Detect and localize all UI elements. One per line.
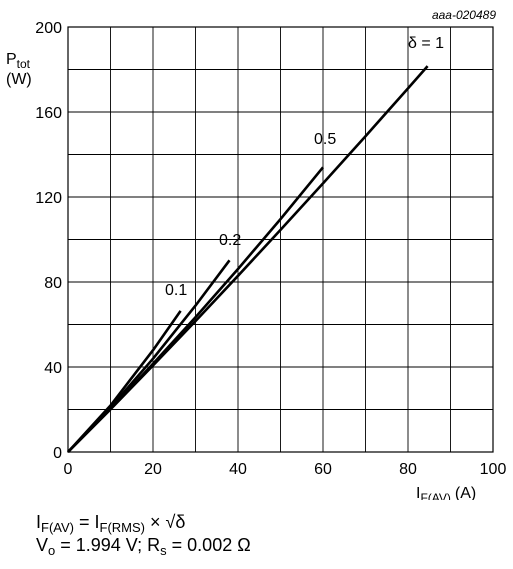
series-label-0-5: 0.5 bbox=[314, 131, 336, 148]
y-tick-label: 160 bbox=[35, 105, 62, 122]
x-tick-label: 100 bbox=[480, 461, 507, 478]
y-tick-label: 80 bbox=[44, 275, 62, 292]
y-axis-label-sub: tot bbox=[17, 57, 31, 71]
y-tick-labels: 0 40 80 120 160 200 bbox=[35, 20, 62, 462]
y-tick-label: 0 bbox=[53, 445, 62, 462]
y-axis-label-main: P bbox=[6, 51, 17, 68]
plot-frame bbox=[67, 26, 494, 453]
x-tick-labels: 0 20 40 60 80 100 bbox=[64, 461, 507, 478]
x-tick-label: 80 bbox=[399, 461, 417, 478]
power-dissipation-chart: 0 20 40 60 80 100 0 40 80 120 160 200 aaa-020489 P… bbox=[6, 8, 507, 500]
x-tick-label: 20 bbox=[144, 461, 162, 478]
y-tick-label: 200 bbox=[35, 20, 62, 37]
x-tick-label: 40 bbox=[229, 461, 247, 478]
y-tick-label: 40 bbox=[44, 360, 62, 377]
series-label-delta-1: δ = 1 bbox=[408, 35, 444, 52]
x-axis-label-unit: (A) bbox=[455, 485, 476, 500]
y-tick-label: 120 bbox=[35, 190, 62, 207]
x-axis-label: IF(AV) (A) bbox=[416, 485, 476, 500]
x-axis-label-sub: F(AV) bbox=[420, 491, 450, 500]
x-tick-label: 0 bbox=[64, 461, 73, 478]
x-axis-label-main: I bbox=[416, 485, 420, 500]
series-line bbox=[67, 310, 182, 453]
chart-code: aaa-020489 bbox=[432, 8, 496, 22]
y-axis-label: Ptot bbox=[6, 51, 31, 71]
series-label-0-2: 0.2 bbox=[219, 232, 241, 249]
series-lines bbox=[67, 65, 429, 453]
x-tick-label: 60 bbox=[314, 461, 332, 478]
series-label-0-1: 0.1 bbox=[165, 282, 187, 299]
formula-line-2: Vo = 1.994 V; Rs = 0.002 Ω bbox=[36, 535, 251, 558]
formula-line-1: IF(AV) = IF(RMS) × √δ bbox=[36, 512, 186, 535]
y-axis-unit: (W) bbox=[6, 71, 32, 88]
